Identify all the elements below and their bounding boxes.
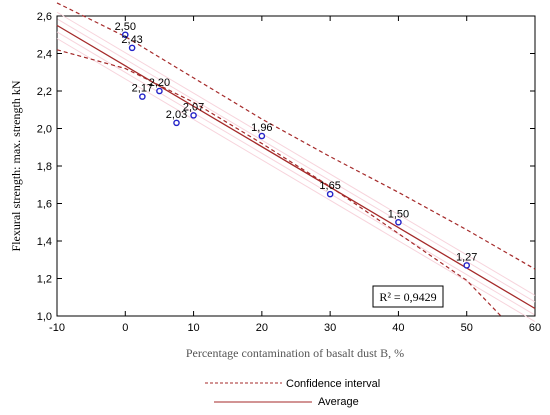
data-point: [395, 218, 402, 226]
confidence-upper-line: [56, 2, 536, 270]
data-label: 2,43: [121, 34, 142, 46]
data-label: 1,50: [388, 208, 409, 220]
y-tick-label: 1,6: [37, 199, 52, 211]
x-axis-title: Percentage contamination of basalt dust …: [186, 346, 404, 360]
data-label: 1,27: [456, 251, 477, 263]
points-layer: 2,502,43 2,172,20 2,032,07 1,96 1,65 1,50 1,27: [115, 21, 477, 269]
data-label: 2,17: [132, 83, 153, 95]
confidence-shade-line: [56, 11, 536, 296]
legend-label-confidence: Confidence interval: [286, 378, 380, 390]
data-point: [128, 44, 136, 52]
y-tick-label: 2,6: [37, 11, 52, 23]
y-tick-label: 1,4: [37, 236, 52, 248]
x-tick-label: 10: [187, 322, 199, 334]
legend-label-average: Average: [318, 396, 359, 408]
x-tick-label: 0: [122, 322, 128, 334]
x-tick-label: 20: [256, 322, 268, 334]
y-tick-label: 1,2: [37, 274, 52, 286]
data-label: 2,07: [183, 101, 204, 113]
x-tick-label: 30: [324, 322, 336, 334]
data-point: [326, 190, 334, 198]
data-label: 2,03: [166, 109, 187, 121]
r2-label: R² = 0,9429: [379, 290, 436, 304]
confidence-lower-line: [56, 49, 502, 317]
x-tick-label: -10: [49, 322, 65, 334]
data-label: 1,65: [319, 180, 340, 192]
data-label: 2,20: [149, 77, 170, 89]
y-tick-label: 1,8: [37, 161, 52, 173]
data-point: [190, 112, 197, 119]
lines-layer: [56, 2, 536, 317]
ticks-layer: -10 0 10 20 30 40 50 60 1,0 1,2 1,4 1,6 1,8 2,0 2,2 2,4…: [37, 11, 541, 334]
confidence-band-layer: [56, 11, 536, 323]
y-tick-label: 2,0: [37, 124, 52, 136]
y-tick-label: 1,0: [37, 311, 52, 323]
confidence-shade-line: [56, 31, 536, 316]
data-label: 1,96: [251, 122, 272, 134]
confidence-shade-line: [56, 18, 536, 303]
data-point: [173, 119, 180, 127]
y-tick-label: 2,2: [37, 86, 52, 98]
confidence-shade-line: [56, 38, 536, 323]
data-point: [463, 262, 471, 269]
x-tick-label: 50: [461, 322, 473, 334]
y-axis-title: Flexural strength: max. strength kN: [9, 80, 23, 251]
r2-box: R² = 0,9429: [372, 285, 444, 308]
x-tick-label: 60: [529, 322, 541, 334]
regression-line: [56, 24, 536, 310]
data-label: 2,50: [115, 21, 136, 33]
data-point: [121, 31, 129, 39]
legend: Confidence interval Average: [205, 378, 380, 408]
data-point: [258, 132, 266, 140]
x-tick-label: 40: [392, 322, 404, 334]
data-point: [139, 93, 146, 100]
data-point: [156, 87, 163, 95]
y-tick-label: 2,4: [37, 49, 52, 61]
